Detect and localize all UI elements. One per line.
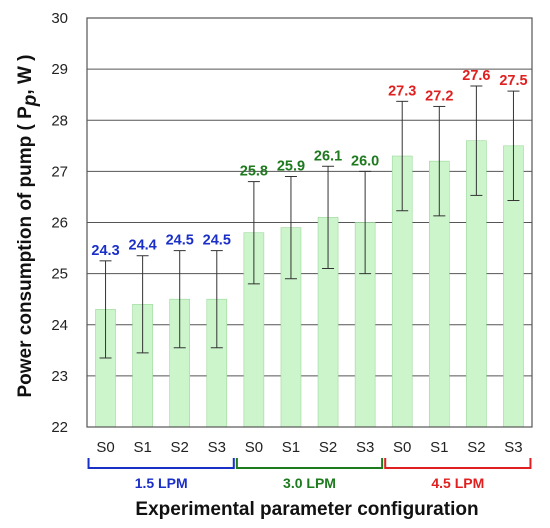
- y-tick-label: 28: [51, 112, 68, 129]
- x-tick-label: S2: [319, 439, 337, 456]
- group-bracket: [235, 458, 384, 469]
- plot-frame: [86, 17, 533, 428]
- x-tick-label: S3: [504, 439, 522, 456]
- group-label: 1.5 LPM: [135, 475, 188, 491]
- x-tick-label: S3: [356, 439, 374, 456]
- data-label: 25.9: [277, 158, 305, 174]
- x-tick-label: S0: [245, 439, 263, 456]
- data-label: 26.1: [314, 148, 342, 164]
- y-tick-label: 29: [51, 61, 68, 78]
- data-label: 27.3: [388, 83, 416, 99]
- data-label: 27.2: [425, 88, 453, 104]
- y-tick-label: 27: [51, 163, 68, 180]
- data-label: 24.5: [166, 233, 194, 249]
- x-tick-label: S3: [208, 439, 226, 456]
- x-tick-label: S0: [96, 439, 114, 456]
- x-tick-label: S1: [282, 439, 300, 456]
- x-tick-label: S2: [467, 439, 485, 456]
- y-tick-label: 25: [51, 266, 68, 283]
- data-label: 27.5: [499, 73, 527, 89]
- x-tick-label: S1: [430, 439, 448, 456]
- y-tick-label: 22: [51, 419, 68, 436]
- plot-border: [86, 17, 533, 428]
- data-label: 25.8: [240, 164, 268, 180]
- x-tick-label: S2: [171, 439, 189, 456]
- y-axis-label: Power consumption of pump ( Pp, W ): [15, 54, 41, 397]
- bars: [95, 140, 524, 428]
- data-label: 24.4: [129, 238, 157, 254]
- grid-lines: [87, 68, 532, 377]
- x-tick-labels: S0 S1 S2 S3 S0 S1 S2 S3 S0 S1 S2 S3: [96, 439, 522, 456]
- data-label: 27.6: [462, 68, 490, 84]
- y-tick-labels: 22 23 24 25 26 27 28 29 30: [51, 10, 68, 436]
- group-label: 3.0 LPM: [283, 475, 336, 491]
- y-tick-label: 24: [51, 317, 68, 334]
- data-label: 24.3: [91, 243, 119, 259]
- group-brackets: 1.5 LPM 3.0 LPM 4.5 LPM: [87, 458, 532, 491]
- y-tick-label: 30: [51, 10, 68, 27]
- group-bracket: [384, 458, 532, 469]
- group-label: 4.5 LPM: [431, 475, 484, 491]
- data-label: 24.5: [203, 233, 231, 249]
- data-label: 26.0: [351, 153, 379, 169]
- group-bracket: [87, 458, 235, 469]
- x-tick-label: S1: [133, 439, 151, 456]
- x-tick-label: S0: [393, 439, 411, 456]
- x-axis-label: Experimental parameter configuration: [135, 499, 478, 520]
- y-tick-label: 26: [51, 215, 68, 232]
- data-labels: 24.3 24.4 24.5 24.5 25.8 25.9 26.1 26.0 27.3 27.2…: [91, 68, 527, 259]
- y-tick-label: 23: [51, 368, 68, 385]
- error-bars: [99, 85, 520, 359]
